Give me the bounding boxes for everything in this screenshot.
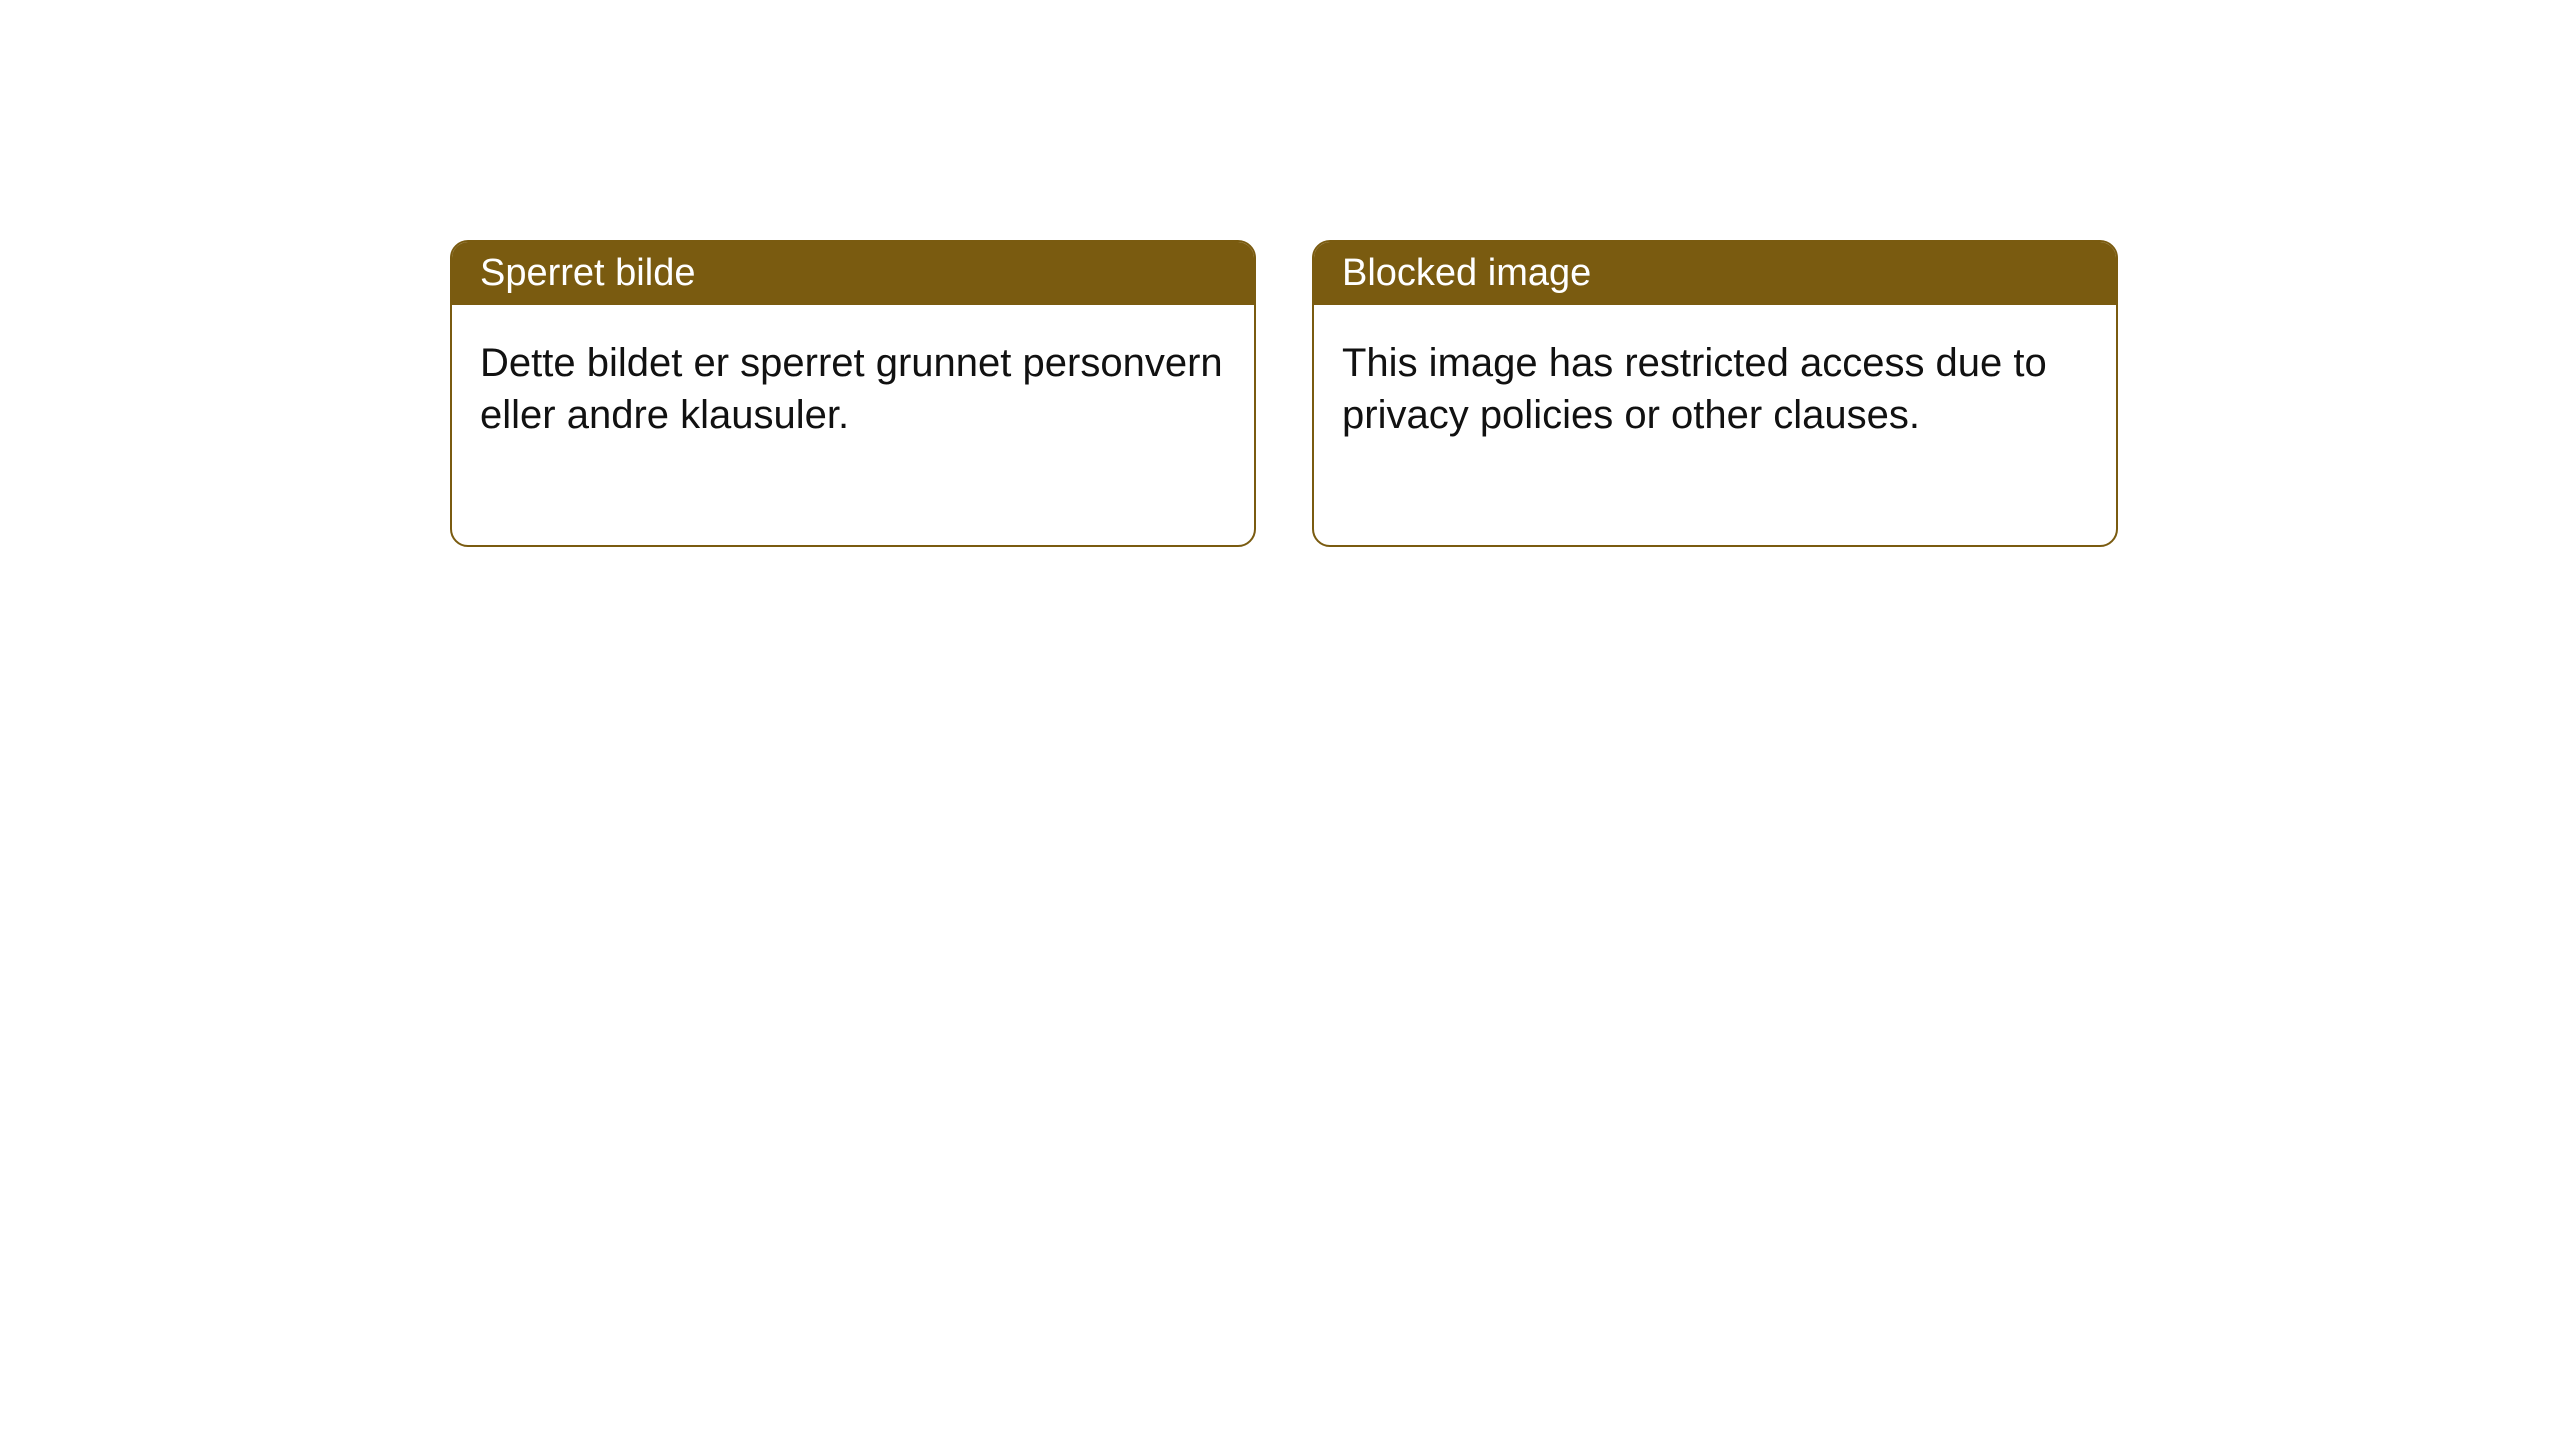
card-header: Sperret bilde bbox=[452, 242, 1254, 305]
card-header: Blocked image bbox=[1314, 242, 2116, 305]
card-title: Blocked image bbox=[1342, 252, 1591, 294]
card-body-text: Dette bildet er sperret grunnet personve… bbox=[480, 341, 1223, 437]
card-title: Sperret bilde bbox=[480, 252, 695, 294]
card-body: Dette bildet er sperret grunnet personve… bbox=[452, 305, 1254, 545]
notice-card-norwegian: Sperret bilde Dette bildet er sperret gr… bbox=[450, 240, 1256, 547]
card-body-text: This image has restricted access due to … bbox=[1342, 341, 2047, 437]
card-body: This image has restricted access due to … bbox=[1314, 305, 2116, 545]
notice-card-english: Blocked image This image has restricted … bbox=[1312, 240, 2118, 547]
notice-cards-container: Sperret bilde Dette bildet er sperret gr… bbox=[0, 0, 2560, 547]
